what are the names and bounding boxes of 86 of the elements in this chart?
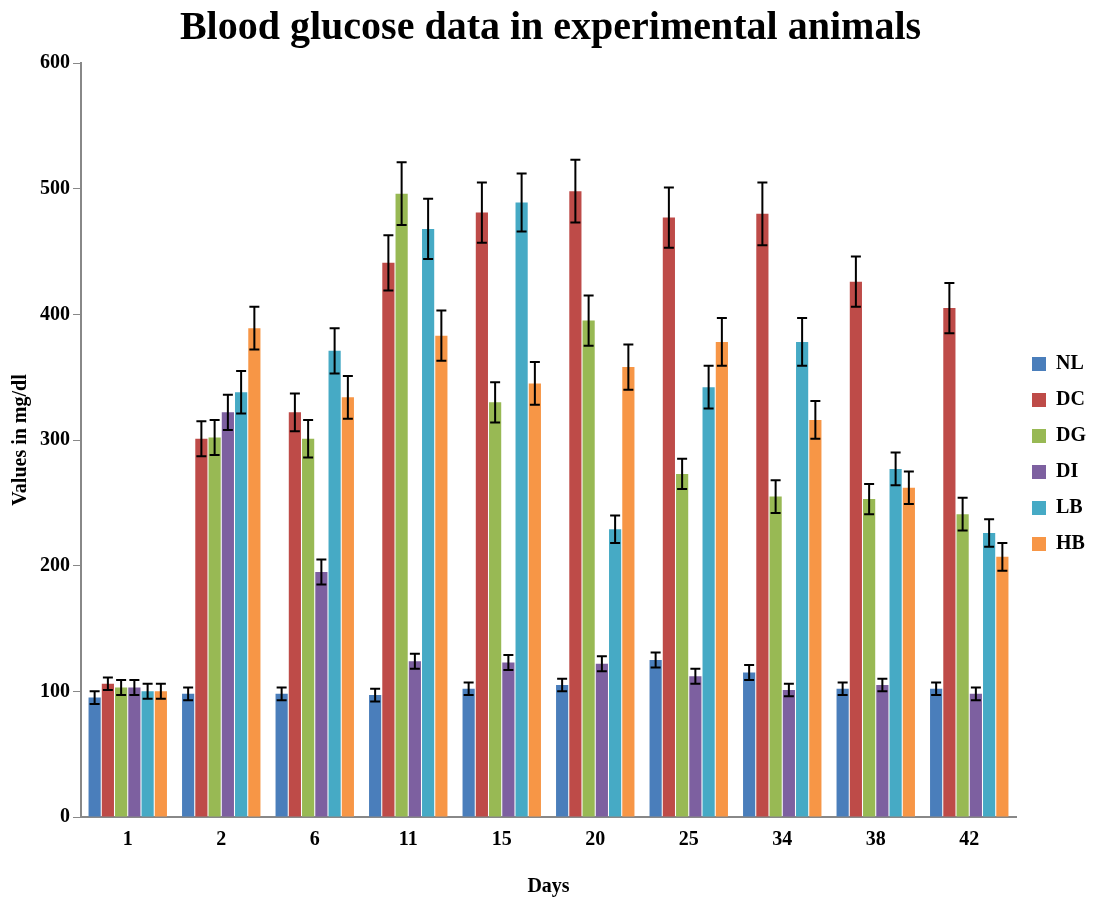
bar <box>435 335 448 817</box>
chart-title: Blood glucose data in experimental animals <box>179 3 922 49</box>
legend-label: DG <box>1056 423 1087 446</box>
bar <box>154 691 167 817</box>
bar <box>141 691 154 817</box>
bar <box>595 663 608 817</box>
legend-label: DI <box>1056 459 1079 482</box>
x-tick-label: 34 <box>772 827 793 850</box>
bar <box>743 672 756 817</box>
bar <box>475 212 488 817</box>
bar <box>101 683 114 817</box>
bar <box>756 213 769 817</box>
bar <box>462 688 475 817</box>
bar <box>369 695 382 817</box>
y-tick-label: 300 <box>40 427 70 450</box>
bar <box>528 383 541 817</box>
bar <box>849 281 862 817</box>
bar <box>489 402 502 817</box>
bar <box>235 392 248 817</box>
bar <box>515 202 528 817</box>
y-tick-label: 0 <box>60 804 70 827</box>
bar <box>115 687 128 817</box>
bar <box>302 438 315 817</box>
bar <box>569 191 582 817</box>
bar <box>769 496 782 817</box>
y-tick-label: 200 <box>40 552 70 575</box>
bar <box>930 688 943 817</box>
bar <box>221 412 234 817</box>
bar <box>983 532 996 817</box>
x-tick-label: 38 <box>865 827 886 850</box>
y-tick-label: 100 <box>40 678 70 701</box>
legend-label: DC <box>1056 387 1085 410</box>
bar <box>556 685 569 817</box>
x-tick-label: 11 <box>398 827 418 850</box>
bar <box>662 217 675 817</box>
bar <box>182 693 195 817</box>
bar <box>996 556 1009 817</box>
bar <box>676 473 689 817</box>
bar <box>88 697 101 817</box>
bar <box>702 387 715 817</box>
bar <box>889 468 902 817</box>
y-tick-label: 500 <box>40 175 70 198</box>
bar <box>836 688 849 817</box>
bar <box>341 397 354 817</box>
bar <box>582 320 595 817</box>
bar <box>809 419 822 817</box>
legend-label: NL <box>1056 351 1084 374</box>
y-axis-title: Values in mg/dl <box>8 373 32 506</box>
legend-label: HB <box>1056 531 1085 554</box>
bar <box>876 685 889 817</box>
bar <box>956 514 969 817</box>
bar <box>782 690 795 817</box>
bar <box>382 262 395 817</box>
bar <box>969 693 982 817</box>
bar <box>902 487 915 817</box>
bar <box>689 676 702 817</box>
x-tick-label: 2 <box>216 827 227 850</box>
x-tick-label: 25 <box>678 827 699 850</box>
x-axis-title: Days <box>527 874 570 898</box>
bar <box>609 529 622 817</box>
x-tick-label: 6 <box>309 827 320 850</box>
bar <box>502 662 515 817</box>
bar <box>195 438 208 817</box>
bar <box>715 341 728 817</box>
bar <box>395 193 408 817</box>
bar <box>422 228 435 817</box>
bar <box>796 341 809 817</box>
bar <box>943 308 956 817</box>
bar <box>208 437 221 817</box>
x-tick-label: 42 <box>959 827 980 850</box>
bar <box>649 659 662 817</box>
y-tick-label: 600 <box>40 50 70 73</box>
bar <box>288 412 301 817</box>
bar <box>128 687 141 817</box>
bar <box>275 693 288 817</box>
x-tick-label: 20 <box>585 827 606 850</box>
x-tick-label: 1 <box>122 827 133 850</box>
bar <box>328 350 341 817</box>
bar <box>315 571 328 817</box>
y-tick-label: 400 <box>40 301 70 324</box>
legend-label: LB <box>1056 495 1083 518</box>
bar <box>248 328 261 817</box>
bar <box>863 499 876 817</box>
bar <box>622 367 635 817</box>
bar <box>408 661 421 817</box>
x-tick-label: 15 <box>491 827 512 850</box>
